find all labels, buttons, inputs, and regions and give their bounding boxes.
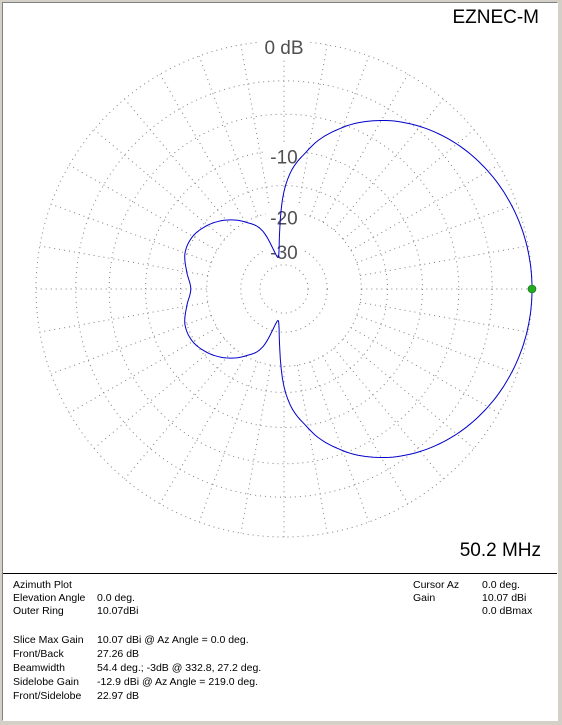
ring-label-bg: [260, 35, 308, 57]
info-label-elevation: Elevation Angle: [13, 592, 86, 604]
grid-spoke: [360, 245, 529, 277]
grid-spoke: [39, 245, 208, 277]
info-label-front-back: Front/Back: [13, 648, 64, 660]
grid-spoke: [309, 361, 370, 523]
grid-spoke: [93, 129, 226, 240]
grid-ring: [206, 211, 362, 367]
grid-spoke: [240, 365, 272, 534]
grid-spoke: [296, 365, 328, 534]
ring-label: -20: [270, 209, 297, 230]
grid-ring: [35, 40, 533, 538]
info-label-outer-ring: Outer Ring: [13, 605, 64, 617]
grid-spoke: [356, 314, 518, 375]
info-label-cursor-az: Cursor Az: [413, 579, 460, 591]
info-label-front-sidelobe: Front/Sidelobe: [13, 690, 82, 702]
grid-spoke: [322, 73, 409, 223]
polar-plot[interactable]: 0 dB -10 -20 -30: [3, 3, 557, 573]
grid-spoke: [39, 301, 208, 333]
ring-labels: 0 dB -10 -20 -30: [260, 35, 308, 264]
info-value-dbmax: 0.0 dBmax: [482, 605, 533, 617]
frequency-label: 50.2 MHz: [459, 540, 541, 561]
info-label-azimuth-plot: Azimuth Plot: [13, 579, 72, 591]
ring-label: 0 dB: [264, 38, 303, 59]
grid-spoke: [333, 347, 444, 480]
grid-spoke: [342, 129, 475, 240]
pattern-trace: [184, 120, 533, 458]
grid-spoke: [124, 347, 235, 480]
grid-spoke: [356, 203, 518, 264]
grid-spoke: [50, 203, 212, 264]
grid-ring: [180, 185, 388, 393]
polar-grid: [35, 40, 533, 538]
info-label-gain: Gain: [413, 592, 436, 604]
ring-label-bg: [265, 144, 303, 167]
grid-spoke: [309, 55, 370, 217]
grid-spoke: [68, 327, 218, 414]
grid-ring: [145, 150, 423, 428]
grid-spoke: [50, 314, 212, 375]
grid-spoke: [322, 355, 409, 505]
info-value-elevation: 0.0 deg.: [97, 592, 135, 604]
ring-label-bg: [265, 239, 303, 262]
info-value-slice-max-gain: 10.07 dBi @ Az Angle = 0.0 deg.: [97, 634, 249, 646]
grid-ring: [259, 264, 309, 314]
ring-label: -30: [270, 243, 297, 264]
grid-spoke: [240, 44, 272, 213]
grid-spoke: [198, 55, 259, 217]
info-label-slice-max-gain: Slice Max Gain: [13, 634, 84, 646]
grid-spoke: [159, 355, 246, 505]
grid-spoke: [159, 73, 246, 223]
grid-spoke: [198, 361, 259, 523]
info-value-outer-ring: 10.07dBi: [97, 605, 139, 617]
grid-spoke: [124, 98, 235, 231]
grid-ring: [240, 245, 328, 333]
info-value-front-back: 27.26 dB: [97, 648, 140, 660]
info-value-front-sidelobe: 22.97 dB: [97, 690, 140, 702]
info-value-gain: 10.07 dBi: [482, 592, 527, 604]
info-panel: Azimuth Plot Elevation Angle 0.0 deg. Ou…: [3, 573, 557, 722]
polar-plot-area[interactable]: 0 dB -10 -20 -30 EZNEC-M 50.2 MHz: [3, 3, 557, 573]
grid-spoke: [68, 164, 218, 251]
grid-spoke: [342, 338, 475, 449]
grid-ring: [108, 113, 460, 465]
info-value-beamwidth: 54.4 deg.; -3dB @ 332.8, 27.2 deg.: [97, 662, 262, 674]
grid-spoke: [350, 327, 500, 414]
grid-spoke: [350, 164, 500, 251]
grid-ring: [75, 80, 493, 498]
grid-spoke: [333, 98, 444, 231]
info-label-beamwidth: Beamwidth: [13, 662, 65, 674]
program-title: EZNEC-M: [452, 7, 539, 28]
info-value-cursor-az: 0.0 deg.: [482, 579, 520, 591]
cursor-marker[interactable]: [527, 284, 537, 294]
grid-spoke: [93, 338, 226, 449]
ring-label-bg: [265, 205, 303, 228]
grid-spoke: [360, 301, 529, 333]
info-label-sidelobe-gain: Sidelobe Gain: [13, 676, 79, 688]
ring-label: -10: [270, 148, 297, 169]
grid-spoke: [296, 44, 328, 213]
info-value-sidelobe-gain: -12.9 dBi @ Az Angle = 219.0 deg.: [97, 676, 258, 688]
